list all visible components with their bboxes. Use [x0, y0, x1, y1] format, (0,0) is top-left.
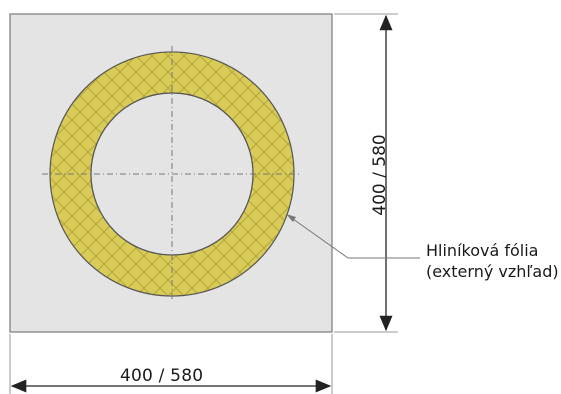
- callout-leader-line: [285, 213, 420, 259]
- callout-label-line1: Hliníková fólia: [426, 241, 539, 260]
- callout-label-line2: (externý vzhľad): [426, 262, 559, 281]
- callout-leader-arrow: [286, 214, 296, 222]
- width-dimension-label: 400 / 580: [120, 366, 204, 386]
- height-dimension-label: 400 / 580: [370, 134, 390, 216]
